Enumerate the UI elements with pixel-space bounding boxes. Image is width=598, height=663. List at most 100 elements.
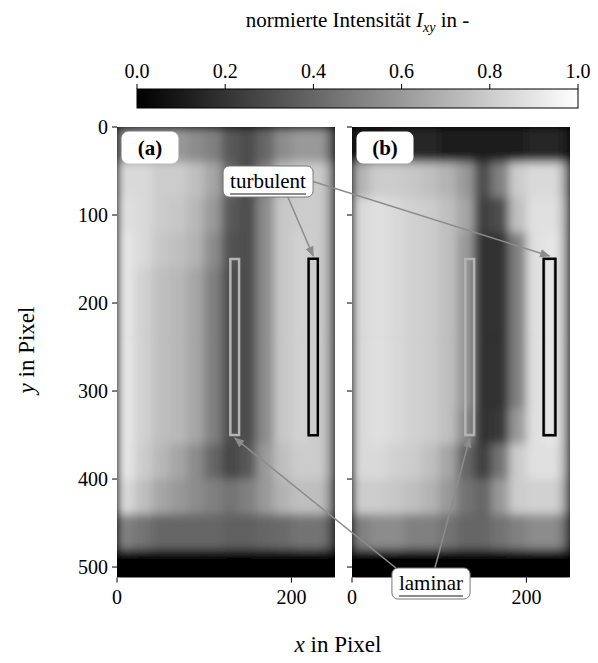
- y-axis-title: y in Pixel: [14, 307, 39, 396]
- heatmap-cell: [187, 162, 205, 198]
- heatmap-cell: [152, 197, 170, 233]
- heatmap-cell: [239, 479, 257, 515]
- heatmap-cell: [404, 514, 422, 550]
- heatmap-cell: [439, 409, 457, 445]
- heatmap-cell: [561, 479, 570, 515]
- heatmap-cell: [509, 268, 527, 304]
- heatmap-cell: [526, 409, 544, 445]
- heatmap-cell: [187, 268, 205, 304]
- heatmap-cell: [387, 197, 405, 233]
- heatmap-cell: [187, 479, 205, 515]
- heatmap-cell: [352, 197, 370, 233]
- heatmap-cell: [239, 373, 257, 409]
- colorbar-tick: [313, 84, 314, 89]
- y-tick-label: 300: [78, 380, 108, 402]
- heatmap-cell: [257, 373, 275, 409]
- heatmap-cell: [274, 127, 292, 163]
- heatmap-cell: [291, 514, 309, 550]
- y-tick: [112, 215, 117, 216]
- heatmap-cell: [169, 444, 187, 480]
- heatmap-cell: [544, 162, 562, 198]
- heatmap-cell: [352, 549, 370, 577]
- heatmap-cell: [352, 338, 370, 374]
- heatmap-cell: [117, 197, 135, 233]
- heatmap-cell: [422, 127, 440, 163]
- heatmap-cell: [222, 197, 240, 233]
- heatmap-cell: [204, 162, 222, 198]
- heatmap-cell: [204, 233, 222, 269]
- y-tick: [112, 303, 117, 304]
- heatmap-cell: [134, 233, 152, 269]
- heatmap-cell: [387, 514, 405, 550]
- heatmap-cell: [369, 338, 387, 374]
- heatmap-cell: [187, 549, 205, 577]
- heatmap-cell: [134, 197, 152, 233]
- arrows: [235, 182, 550, 569]
- heatmap-cell: [204, 127, 222, 163]
- heatmap-cell: [152, 479, 170, 515]
- heatmap-cell: [439, 338, 457, 374]
- heatmap-cell: [274, 444, 292, 480]
- heatmap-cell: [309, 514, 327, 550]
- heatmap-cell: [239, 197, 257, 233]
- heatmap-cell: [239, 409, 257, 445]
- heatmap-cell: [152, 303, 170, 339]
- heatmap-cell: [274, 303, 292, 339]
- heatmap-cell: [526, 127, 544, 163]
- colorbar-title-unit: in -: [435, 8, 469, 32]
- region-box: [544, 259, 555, 435]
- heatmap-cell: [422, 479, 440, 515]
- heatmap-cell: [422, 409, 440, 445]
- heatmap-cell: [152, 514, 170, 550]
- heatmap-cell: [257, 127, 275, 163]
- heatmap-cell: [187, 338, 205, 374]
- heatmap-cell: [404, 233, 422, 269]
- heatmap-cell: [422, 514, 440, 550]
- heatmap-cell: [509, 549, 527, 577]
- heatmap-cell: [239, 233, 257, 269]
- heatmap-cell: [439, 233, 457, 269]
- heatmap-cell: [204, 409, 222, 445]
- heatmap-cell: [152, 268, 170, 304]
- heatmap-cell: [352, 268, 370, 304]
- colorbar-tick-label: 0.8: [477, 60, 502, 82]
- colorbar-tick: [401, 84, 402, 89]
- heatmap-cell: [544, 479, 562, 515]
- colorbar-title-text: normierte Intensität: [246, 8, 416, 32]
- heatmap-cell: [204, 444, 222, 480]
- heatmap-cell: [561, 233, 570, 269]
- heatmap-cell: [169, 338, 187, 374]
- region-box: [309, 259, 318, 435]
- heatmap-cell: [526, 479, 544, 515]
- heatmap-cell: [422, 268, 440, 304]
- heatmap-cell: [492, 268, 510, 304]
- heatmap-cell: [169, 303, 187, 339]
- y-tick: [112, 391, 117, 392]
- y-tick: [347, 303, 352, 304]
- heatmap-cell: [257, 303, 275, 339]
- heatmap-cell: [404, 444, 422, 480]
- y-tick: [112, 567, 117, 568]
- heatmap-cell: [492, 444, 510, 480]
- heatmap-cell: [492, 197, 510, 233]
- heatmap-cell: [204, 268, 222, 304]
- heatmap-cell: [369, 514, 387, 550]
- heatmap-cell: [117, 233, 135, 269]
- heatmap-cell: [526, 233, 544, 269]
- x-tick: [526, 578, 527, 583]
- heatmap-cell: [457, 514, 475, 550]
- heatmap-cell: [169, 197, 187, 233]
- heatmap-cell: [134, 303, 152, 339]
- heatmap-cell: [404, 338, 422, 374]
- x-tick-label: 200: [511, 586, 541, 608]
- colorbar-tick-label: 0.6: [389, 60, 414, 82]
- heatmap-cell: [474, 303, 492, 339]
- heatmap-cell: [187, 409, 205, 445]
- heatmap-cell: [117, 268, 135, 304]
- heatmap-cell: [561, 514, 570, 550]
- heatmap-cell: [526, 268, 544, 304]
- heatmap-cell: [439, 162, 457, 198]
- heatmap-cell: [117, 373, 135, 409]
- heatmap-cell: [561, 197, 570, 233]
- heatmap-cell: [222, 479, 240, 515]
